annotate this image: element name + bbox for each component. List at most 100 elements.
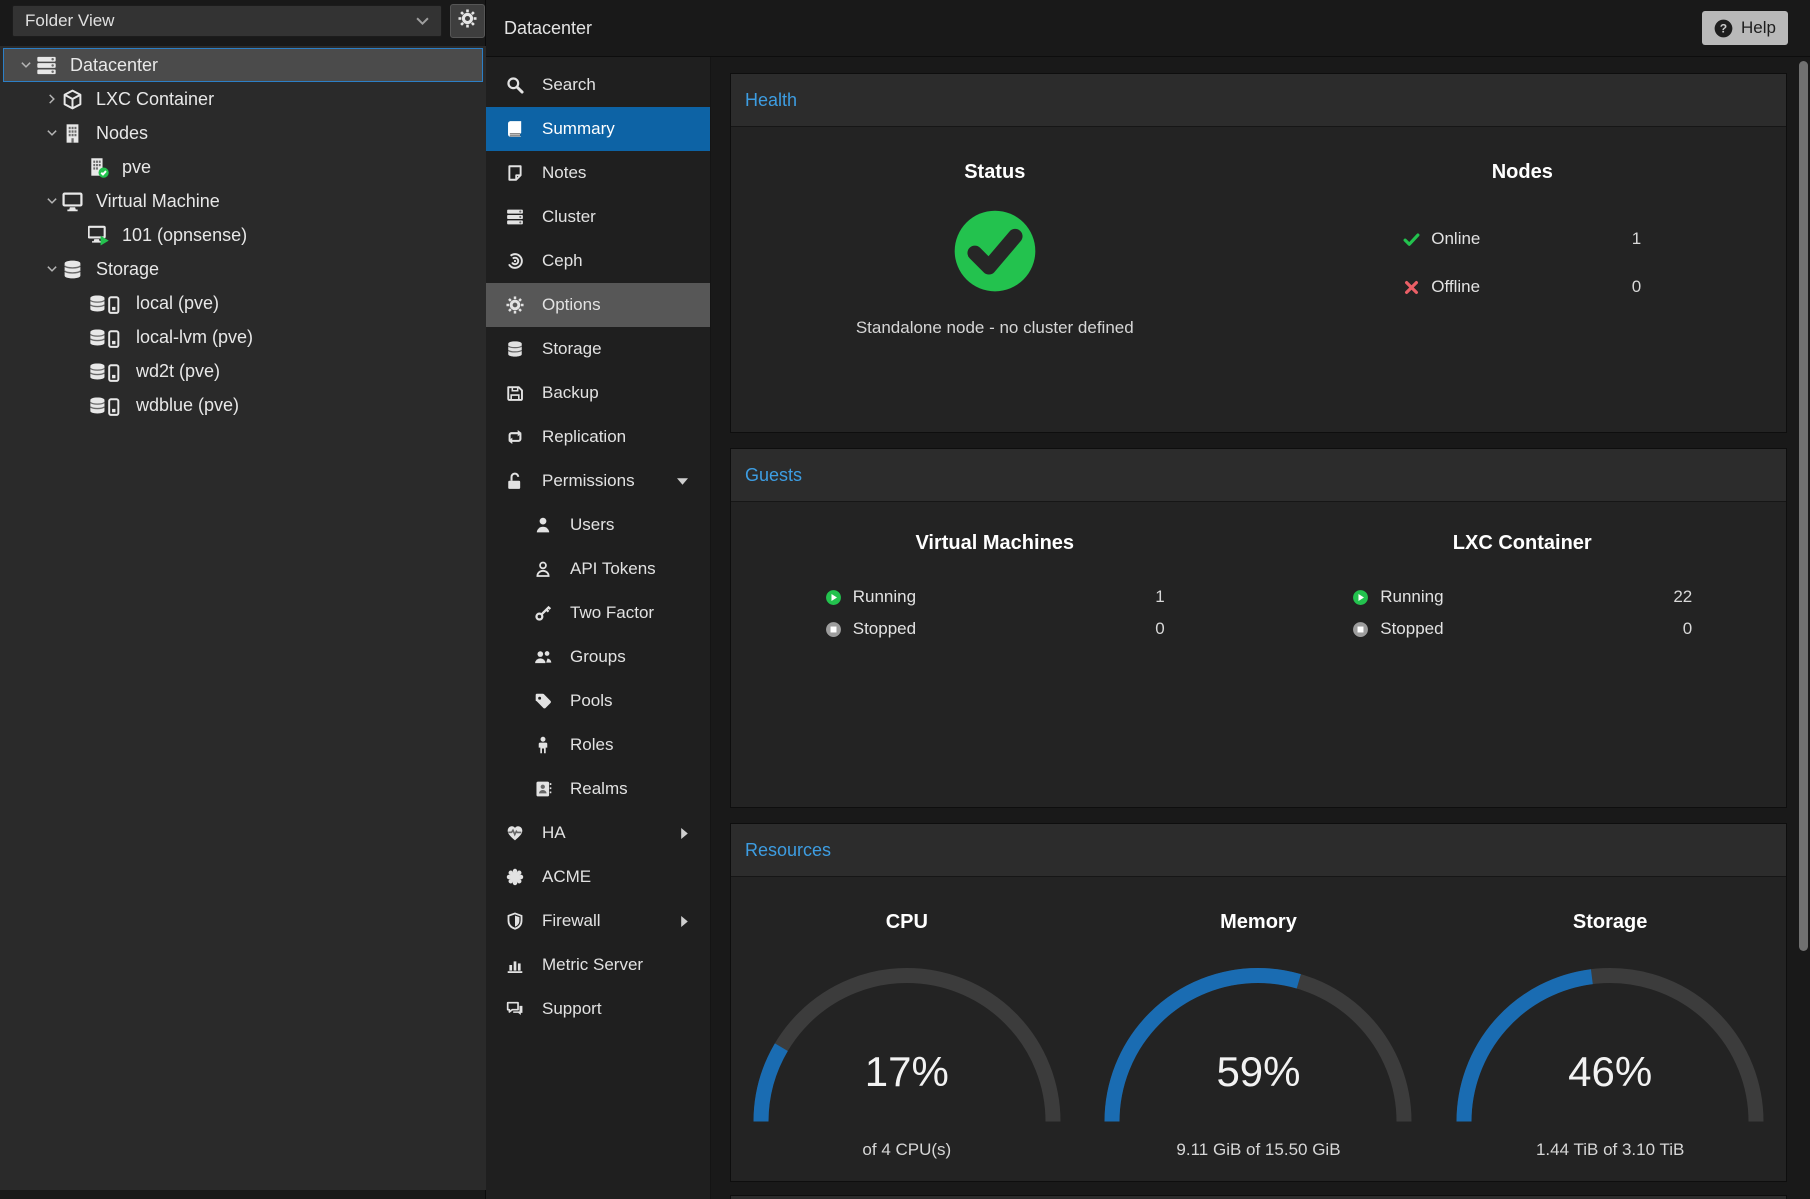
sidebar-item-roles[interactable]: Roles	[486, 723, 710, 767]
tree-item-nodes[interactable]: Nodes	[0, 116, 486, 150]
sidebar-item-label: Realms	[570, 779, 628, 799]
sidebar-item-firewall[interactable]: Firewall	[486, 899, 710, 943]
expander-expanded-icon[interactable]	[16, 59, 36, 71]
server-stack-icon	[506, 208, 530, 226]
gauge-percent-value: 46%	[1455, 1048, 1765, 1096]
sidebar-item-users[interactable]: Users	[486, 503, 710, 547]
sidebar-item-two-factor[interactable]: Two Factor	[486, 591, 710, 635]
expander-expanded-icon[interactable]	[42, 263, 62, 275]
sidebar-item-label: API Tokens	[570, 559, 656, 579]
tree-item-label: wd2t (pve)	[136, 361, 220, 382]
sidebar-item-label: HA	[542, 823, 566, 843]
sidebar-item-label: Roles	[570, 735, 613, 755]
expander-collapsed-icon[interactable]	[42, 93, 62, 105]
node-status-value: 0	[1632, 277, 1641, 297]
resource-gauge-column-memory: Memory59%9.11 GiB of 15.50 GiB	[1083, 877, 1435, 1182]
tree-item-pve[interactable]: pve	[0, 150, 486, 184]
tree-item-local-pve[interactable]: local (pve)	[0, 286, 486, 320]
tree-item-datacenter[interactable]: Datacenter	[3, 48, 483, 82]
sidebar-item-metric-server[interactable]: Metric Server	[486, 943, 710, 987]
sidebar-item-label: Summary	[542, 119, 615, 139]
node-status-value: 1	[1632, 229, 1641, 249]
sidebar-item-label: Replication	[542, 427, 626, 447]
sidebar-item-replication[interactable]: Replication	[486, 415, 710, 459]
gauge-detail-label: 1.44 TiB of 3.10 TiB	[1536, 1140, 1684, 1160]
sidebar-item-label: Firewall	[542, 911, 601, 931]
next-panel-header-sliver	[730, 1195, 1787, 1199]
tree-item-storage[interactable]: Storage	[0, 252, 486, 286]
gauge-percent-value: 59%	[1103, 1048, 1413, 1096]
tree-item-wdblue-pve[interactable]: wdblue (pve)	[0, 388, 486, 422]
tree-settings-button[interactable]	[450, 4, 485, 38]
guest-status-value: 22	[1673, 587, 1692, 607]
sidebar-item-backup[interactable]: Backup	[486, 371, 710, 415]
chevron-right-icon	[681, 916, 688, 927]
users-icon	[534, 648, 558, 666]
sidebar-item-ceph[interactable]: Ceph	[486, 239, 710, 283]
sidebar-item-cluster[interactable]: Cluster	[486, 195, 710, 239]
sidebar-item-notes[interactable]: Notes	[486, 151, 710, 195]
sidebar-item-pools[interactable]: Pools	[486, 679, 710, 723]
sidebar-item-summary[interactable]: Summary	[486, 107, 710, 151]
sidebar-item-label: Users	[570, 515, 614, 535]
tree-item-lxc-container[interactable]: LXC Container	[0, 82, 486, 116]
database-icon	[506, 340, 530, 358]
cube-icon	[62, 89, 90, 110]
resource-gauge-column-cpu: CPU17%of 4 CPU(s)	[731, 877, 1083, 1182]
sidebar-item-label: Cluster	[542, 207, 596, 227]
summary-content: Health Status Standalone node - no clust…	[711, 57, 1810, 1199]
play-icon	[1352, 589, 1380, 606]
guest-status-label: Stopped	[853, 619, 916, 639]
guests-column-virtual-machines: Virtual MachinesRunning1Stopped0	[731, 502, 1259, 808]
database-drive-icon	[88, 361, 130, 382]
sidebar-item-search[interactable]: Search	[486, 63, 710, 107]
heartbeat-icon	[506, 824, 530, 842]
sidebar-item-acme[interactable]: ACME	[486, 855, 710, 899]
scrollbar-thumb[interactable]	[1799, 61, 1808, 951]
tree-item-label: 101 (opnsense)	[122, 225, 247, 246]
sidebar-item-realms[interactable]: Realms	[486, 767, 710, 811]
section-menu: Search Summary Notes Cluster Ceph OptionsStor…	[486, 57, 711, 1199]
cross-icon	[1403, 279, 1431, 296]
sidebar-item-label: Metric Server	[542, 955, 643, 975]
desktop-play-icon	[88, 225, 116, 246]
key-icon	[534, 604, 558, 622]
sidebar-item-ha[interactable]: HA	[486, 811, 710, 855]
resource-gauge-column-storage: Storage46%1.44 TiB of 3.10 TiB	[1434, 877, 1786, 1182]
guest-status-label: Running	[1380, 587, 1443, 607]
health-panel: Health Status Standalone node - no clust…	[730, 73, 1787, 433]
tree-item-label: pve	[122, 157, 151, 178]
tree-item-wd2t-pve[interactable]: wd2t (pve)	[0, 354, 486, 388]
gauge-detail-label: of 4 CPU(s)	[862, 1140, 951, 1160]
guests-column-heading: Virtual Machines	[915, 532, 1074, 555]
sidebar-item-label: Pools	[570, 691, 613, 711]
gauge-percent-value: 17%	[752, 1048, 1062, 1096]
view-mode-select[interactable]: Folder View	[12, 5, 442, 37]
server-stack-icon	[36, 55, 64, 76]
sidebar-item-api-tokens[interactable]: API Tokens	[486, 547, 710, 591]
ceph-icon	[506, 252, 530, 270]
expander-expanded-icon[interactable]	[42, 127, 62, 139]
sidebar-item-support[interactable]: Support	[486, 987, 710, 1031]
nodes-heading: Nodes	[1492, 161, 1553, 184]
sidebar-item-permissions[interactable]: Permissions	[486, 459, 710, 503]
usage-gauge: 59%	[1103, 966, 1413, 1130]
guests-column-heading: LXC Container	[1453, 532, 1592, 555]
guests-column-lxc-container: LXC ContainerRunning22Stopped0	[1259, 502, 1787, 808]
resources-panel-header: Resources	[731, 824, 1786, 877]
tree-item-label: Storage	[96, 259, 159, 280]
sidebar-item-options[interactable]: Options	[486, 283, 710, 327]
scrollbar[interactable]	[1798, 59, 1808, 1195]
tree-item-label: Datacenter	[70, 55, 158, 76]
expander-expanded-icon[interactable]	[42, 195, 62, 207]
sidebar-item-groups[interactable]: Groups	[486, 635, 710, 679]
tree-item-virtual-machine[interactable]: Virtual Machine	[0, 184, 486, 218]
help-button[interactable]: ? Help	[1702, 11, 1788, 45]
stop-icon	[1352, 621, 1380, 638]
tree-item-101-opnsense[interactable]: 101 (opnsense)	[0, 218, 486, 252]
tree-item-local-lvm-pve[interactable]: local-lvm (pve)	[0, 320, 486, 354]
resources-panel-title: Resources	[745, 840, 831, 861]
sidebar-item-storage[interactable]: Storage	[486, 327, 710, 371]
guest-status-label: Running	[853, 587, 916, 607]
sidebar-item-label: Ceph	[542, 251, 583, 271]
